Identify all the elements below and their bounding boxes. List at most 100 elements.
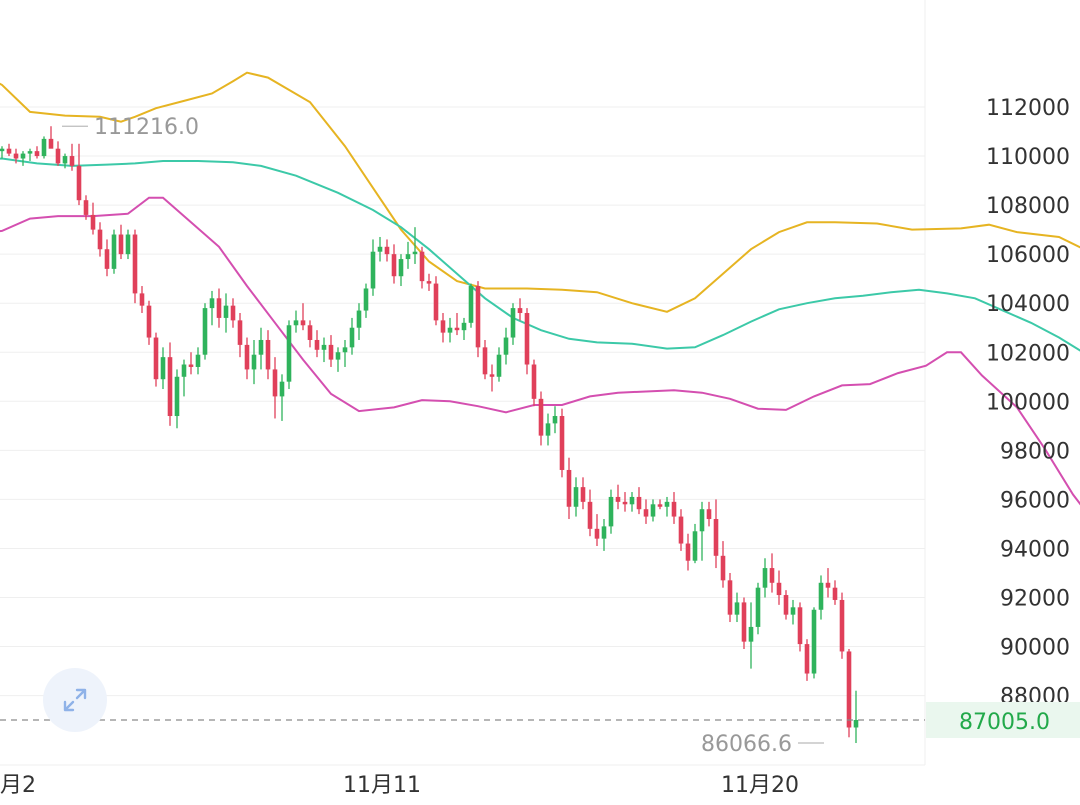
candle-body: [664, 501, 670, 507]
candle-body: [468, 286, 474, 323]
candle-body: [188, 364, 194, 367]
candle: [454, 313, 460, 336]
candle: [475, 281, 481, 358]
candle-body: [573, 487, 579, 507]
candle: [342, 339, 348, 367]
candle: [692, 523, 698, 564]
candle-body: [272, 369, 278, 397]
candle-body: [475, 286, 481, 348]
candle-body: [678, 516, 684, 544]
candle: [69, 143, 75, 171]
candle: [818, 575, 824, 620]
y-tick-label: 110000: [986, 145, 1070, 170]
candle: [720, 541, 726, 588]
candle: [279, 374, 285, 421]
candle-body: [391, 254, 397, 277]
candle-body: [167, 357, 173, 417]
candle: [825, 568, 831, 598]
candle-body: [76, 165, 82, 201]
candle-body: [132, 234, 138, 294]
candle-body: [797, 607, 803, 645]
candle-body: [48, 138, 54, 149]
candle: [769, 553, 775, 593]
candle: [587, 489, 593, 537]
candle-body: [160, 357, 166, 380]
candle: [139, 286, 145, 314]
candle: [41, 136, 47, 159]
candle-body: [146, 305, 152, 338]
candle: [34, 146, 40, 159]
candle: [300, 303, 306, 331]
expand-button[interactable]: [43, 668, 107, 732]
candle-body: [286, 325, 292, 382]
candle-body: [181, 364, 187, 377]
candle: [370, 239, 376, 296]
candle-body: [482, 347, 488, 375]
candle: [461, 317, 467, 340]
candle-body: [125, 234, 131, 255]
candle: [636, 487, 642, 515]
candle-body: [0, 148, 5, 152]
candle: [27, 148, 33, 161]
candle: [125, 229, 131, 260]
candle: [328, 335, 334, 367]
candle: [657, 499, 663, 510]
y-tick-label: 108000: [986, 194, 1070, 219]
candle: [377, 236, 383, 262]
candle-body: [118, 234, 124, 255]
candle: [517, 298, 523, 321]
candle-body: [685, 543, 691, 561]
expand-diagonal-icon: [63, 688, 87, 712]
bollinger-upper-line: [0, 71, 1080, 313]
candle-body: [20, 153, 26, 159]
candle: [846, 649, 852, 738]
candle-body: [580, 487, 586, 502]
candle: [678, 509, 684, 551]
candle-body: [825, 582, 831, 588]
candle: [447, 317, 453, 343]
candle: [664, 496, 670, 517]
candle-body: [405, 254, 411, 260]
x-tick-label: 11月11: [343, 773, 421, 798]
candle-body: [27, 151, 33, 154]
candle: [489, 364, 495, 392]
candle: [405, 241, 411, 269]
candle-body: [818, 582, 824, 610]
y-tick-label: 104000: [986, 292, 1070, 317]
candle-body: [6, 148, 12, 154]
candle: [699, 501, 705, 561]
candle: [90, 202, 96, 235]
candle-body: [636, 496, 642, 510]
candle-body: [174, 376, 180, 417]
candle: [195, 347, 201, 375]
y-tick-label: 102000: [986, 341, 1070, 366]
candle: [573, 477, 579, 517]
low-annotation-label: 86066.6: [701, 732, 792, 757]
candle-body: [97, 229, 103, 250]
candle-body: [426, 281, 432, 284]
candle: [741, 597, 747, 650]
candle-body: [454, 327, 460, 331]
candle: [559, 408, 565, 478]
candle: [83, 195, 89, 220]
bollinger-mid-line: [0, 157, 1080, 352]
candle-body: [713, 519, 719, 556]
candle-body: [314, 339, 320, 350]
candle-body: [356, 310, 362, 328]
candle: [293, 310, 299, 333]
candle-body: [853, 720, 859, 728]
candle-body: [559, 416, 565, 470]
candle-body: [531, 364, 537, 399]
candle: [20, 151, 26, 166]
candle: [272, 357, 278, 419]
grid-layer: [0, 0, 926, 766]
y-tick-label: 90000: [1000, 636, 1070, 661]
candle-body: [755, 587, 761, 627]
candle: [160, 347, 166, 390]
candle-body: [202, 308, 208, 355]
candle: [55, 141, 61, 166]
candle-body: [195, 354, 201, 367]
candle-body: [461, 322, 467, 331]
last-price-badge: [926, 702, 1080, 739]
